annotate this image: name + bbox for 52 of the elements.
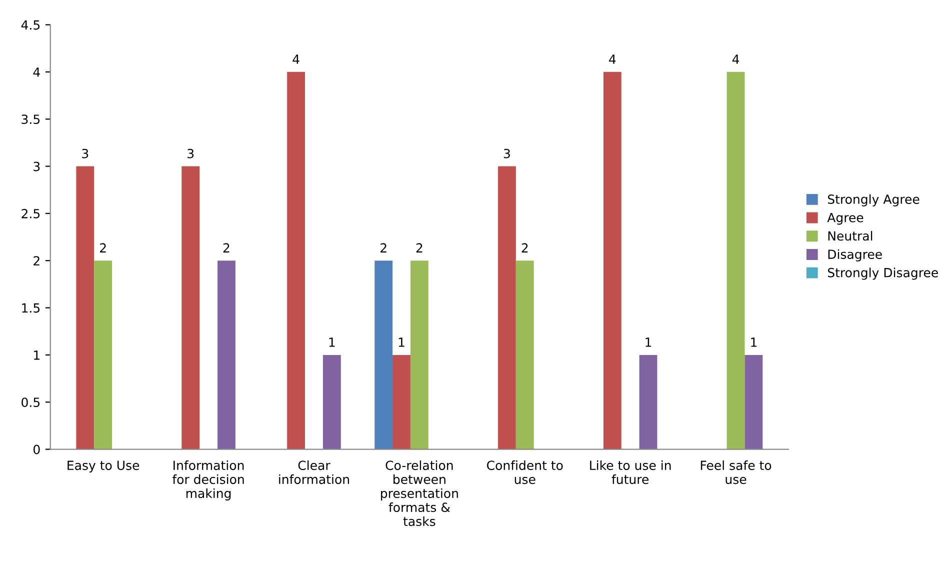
legend-label: Neutral bbox=[828, 230, 872, 241]
data-label: 2 bbox=[416, 243, 422, 252]
data-label: 2 bbox=[380, 243, 386, 252]
y-tick-label: 2 bbox=[34, 256, 40, 266]
bar bbox=[374, 260, 393, 450]
data-label: 3 bbox=[504, 148, 510, 158]
bar bbox=[322, 354, 341, 450]
legend-label: Strongly Agree bbox=[828, 194, 920, 206]
x-tick-label: Like to use in future bbox=[590, 460, 671, 484]
data-label: 2 bbox=[522, 243, 528, 252]
bar bbox=[94, 260, 112, 450]
bar bbox=[410, 260, 428, 450]
y-tick-label: 0 bbox=[34, 444, 40, 454]
data-label: 1 bbox=[329, 338, 335, 347]
bar bbox=[603, 72, 622, 450]
bar bbox=[726, 72, 745, 450]
y-tick-label: 4 bbox=[33, 68, 40, 77]
data-label: 2 bbox=[100, 243, 106, 252]
bar bbox=[287, 72, 306, 450]
data-label: 3 bbox=[82, 148, 88, 158]
x-tick-label: Clear information bbox=[279, 460, 349, 484]
bar bbox=[639, 354, 658, 450]
data-label: 1 bbox=[646, 338, 652, 347]
legend-label: Disagree bbox=[828, 249, 882, 262]
bar bbox=[392, 354, 410, 450]
y-tick-label: 0.5 bbox=[22, 398, 40, 408]
data-label: 1 bbox=[751, 338, 757, 347]
bar bbox=[744, 354, 763, 450]
data-label: 4 bbox=[609, 54, 616, 64]
bar bbox=[76, 166, 94, 450]
bar bbox=[516, 260, 534, 450]
x-tick-label: Easy to Use bbox=[68, 460, 140, 472]
y-tick-label: 3.5 bbox=[22, 114, 40, 124]
y-tick-label: 3 bbox=[34, 162, 40, 172]
data-label: 1 bbox=[398, 338, 404, 347]
bar bbox=[217, 260, 236, 450]
legend-label: Strongly Disagree bbox=[828, 268, 938, 280]
x-tick-label: Information for decision making bbox=[172, 460, 244, 500]
data-label: 4 bbox=[732, 54, 740, 64]
bar bbox=[498, 166, 516, 450]
data-label: 2 bbox=[223, 243, 230, 252]
y-tick-label: 1 bbox=[34, 350, 40, 360]
bar bbox=[182, 166, 200, 450]
y-tick-label: 1.5 bbox=[22, 303, 40, 313]
y-tick-label: 2.5 bbox=[22, 208, 40, 218]
legend-label: Agree bbox=[827, 213, 864, 225]
y-tick-label: 4.5 bbox=[21, 20, 40, 30]
x-tick-label: Feel safe to use bbox=[700, 460, 772, 484]
x-tick-label: Confident to use bbox=[487, 460, 563, 484]
x-tick-label: Co-relation between presentation formats & tasks bbox=[381, 460, 458, 526]
data-label: 4 bbox=[292, 54, 300, 64]
data-label: 3 bbox=[188, 148, 194, 158]
